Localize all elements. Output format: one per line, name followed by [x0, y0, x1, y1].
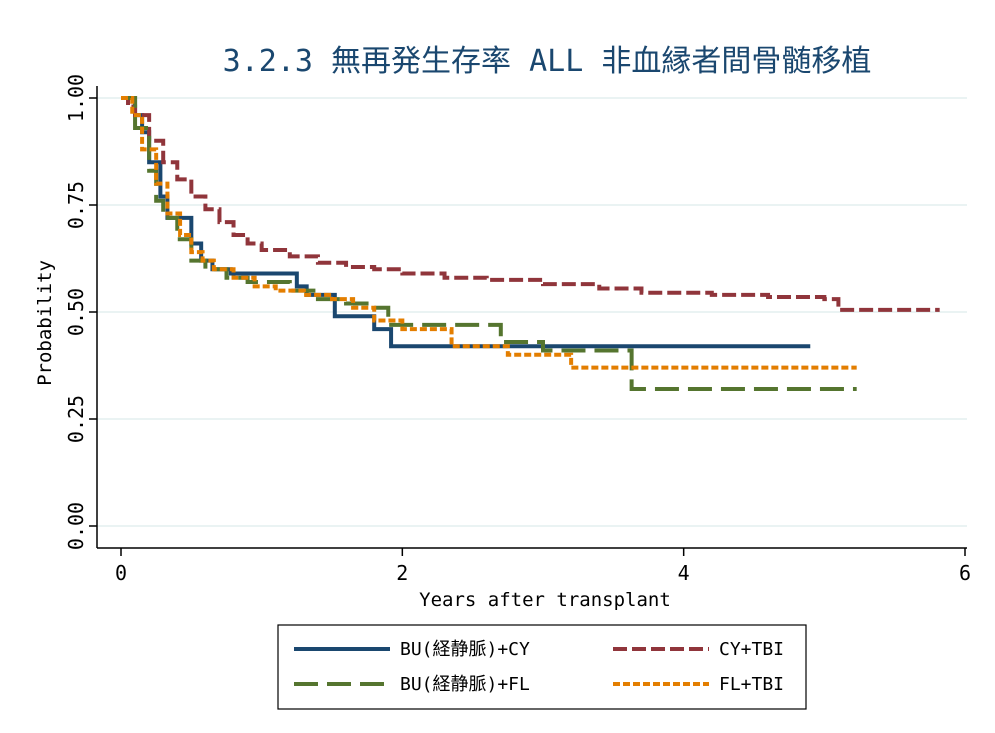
x-tick-label-2: 4 [678, 561, 690, 585]
legend-label-0: BU(経静脈)+CY [400, 639, 530, 660]
gridlines [97, 97, 967, 527]
chart-title: 3.2.3 無再発生存率 ALL 非血縁者間骨髄移植 [223, 44, 872, 79]
y-ticks: 0.00 0.25 0.50 0.75 1.00 [64, 74, 97, 550]
y-axis-title: Probability [34, 260, 56, 386]
x-tick-label-0: 0 [115, 561, 127, 585]
x-axis-title: Years after transplant [419, 589, 671, 611]
y-tick-label-1: 0.25 [64, 395, 88, 443]
x-ticks: 0 2 4 6 [115, 548, 971, 585]
series-line-1 [121, 96, 940, 312]
legend-label-2: BU(経静脈)+FL [400, 674, 530, 695]
legend-label-1: CY+TBI [719, 639, 784, 660]
chart-frame: 0.00 0.25 0.50 0.75 1.00 0 2 4 6 3.2.3 無再発生存率 A… [7, 8, 988, 726]
x-tick-label-3: 6 [959, 561, 971, 585]
series-line-0 [121, 96, 811, 349]
legend-box [277, 624, 807, 710]
survival-chart: 0.00 0.25 0.50 0.75 1.00 0 2 4 6 3.2.3 無再発生存率 A… [34, 44, 971, 710]
legend-label-3: FL+TBI [719, 674, 784, 695]
y-tick-label-3: 0.75 [64, 181, 88, 229]
y-tick-label-0: 0.00 [64, 502, 88, 550]
y-tick-label-2: 0.50 [64, 288, 88, 336]
x-tick-label-1: 2 [396, 561, 408, 585]
series-layer [121, 96, 940, 392]
axes [96, 86, 967, 549]
y-tick-label-4: 1.00 [64, 74, 88, 122]
series-line-3 [121, 96, 857, 370]
series-line-2 [121, 96, 857, 392]
legend: BU(経静脈)+CY CY+TBI BU(経静脈)+FL FL+TBI [277, 624, 807, 710]
